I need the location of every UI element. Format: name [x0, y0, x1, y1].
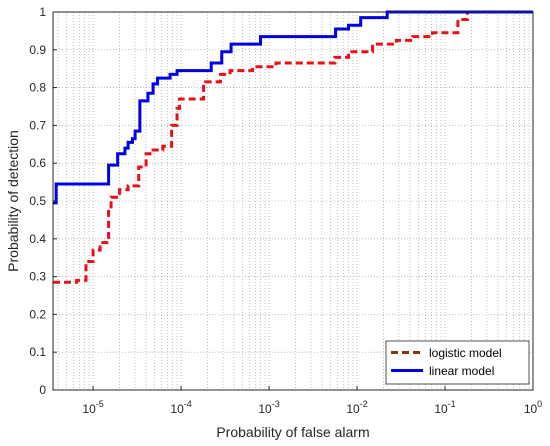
x-tick-label: 10-3	[258, 399, 279, 416]
grid-lines	[53, 11, 534, 391]
series-layer	[53, 10, 533, 284]
series-line-linear-model	[53, 10, 533, 205]
series-line-logistic-model	[53, 10, 533, 284]
x-tick-label: 10-4	[170, 399, 191, 416]
y-tick-label: 1	[39, 5, 46, 19]
x-tick-label: 100	[524, 399, 542, 416]
y-tick-label: 0	[39, 383, 46, 397]
legend: logistic model linear model	[385, 340, 530, 385]
y-tick-label: 0.1	[29, 345, 46, 359]
legend-label-linear: linear model	[429, 364, 494, 378]
y-tick-label: 0.3	[29, 270, 46, 284]
x-tick-label: 10-1	[434, 399, 455, 416]
legend-label-logistic: logistic model	[429, 346, 502, 360]
legend-box	[385, 340, 530, 385]
y-axis-label: Probability of detection	[5, 130, 21, 272]
y-tick-label: 0.2	[29, 307, 46, 321]
y-tick-label: 0.4	[29, 232, 46, 246]
y-tick-label: 0.6	[29, 156, 46, 170]
x-axis-ticks: 10-5 10-4 10-3 10-2 10-1 100	[82, 386, 542, 416]
y-axis-ticks: 0 0.1 0.2 0.3 0.4 0.5 0.6 0.7 0.8 0.9 1	[29, 5, 57, 397]
x-tick-label: 10-2	[346, 399, 367, 416]
x-axis-label: Probability of false alarm	[216, 424, 369, 440]
x-tick-label: 10-5	[82, 399, 103, 416]
y-tick-label: 0.5	[29, 194, 46, 208]
y-tick-label: 0.8	[29, 81, 46, 95]
y-tick-label: 0.7	[29, 118, 46, 132]
y-tick-label: 0.9	[29, 43, 46, 57]
